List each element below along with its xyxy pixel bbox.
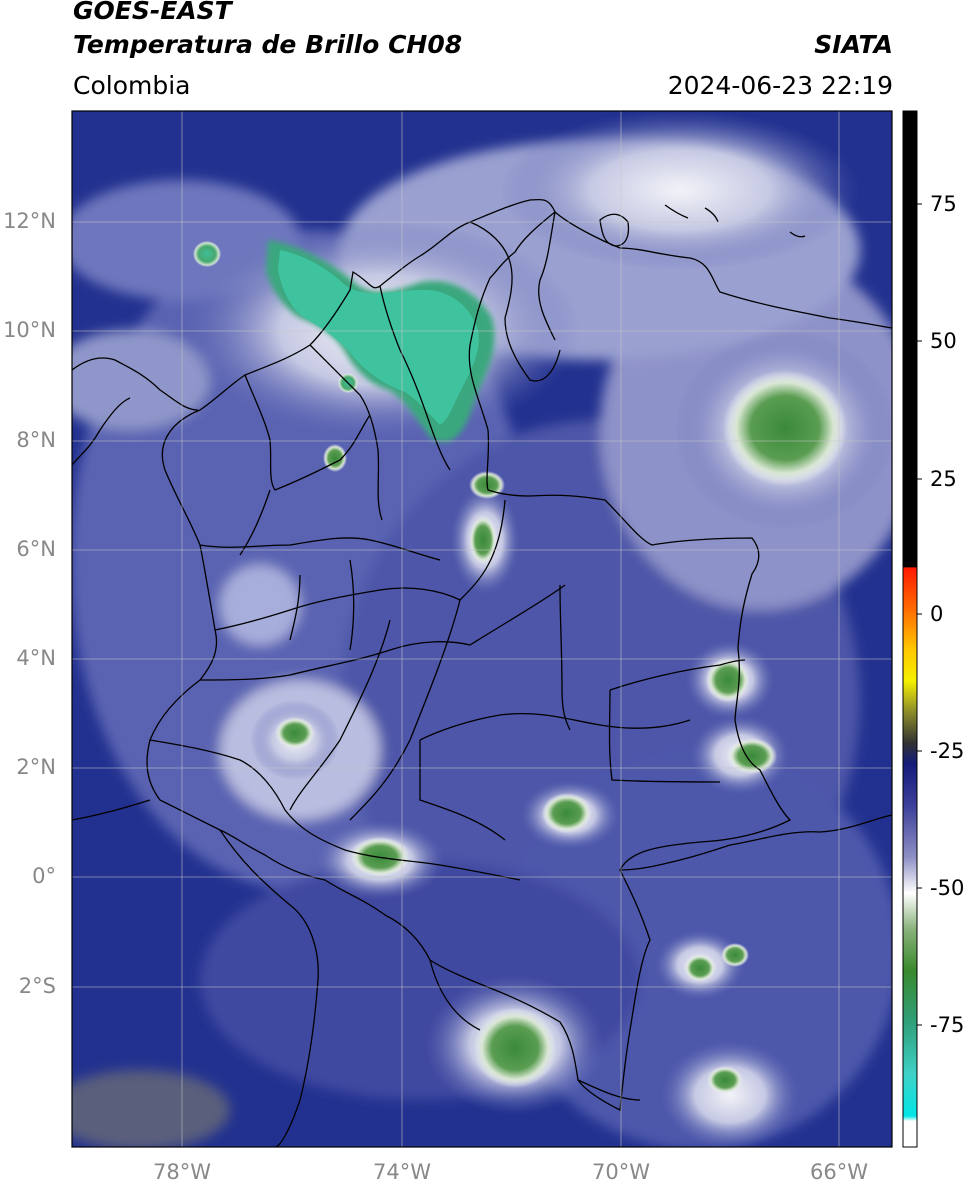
- agency-label: SIATA: [814, 30, 893, 59]
- lat-label-12n: 12°N: [3, 209, 56, 233]
- lon-label-74w: 74°W: [373, 1160, 431, 1184]
- colorbar-label-50: 50: [930, 329, 957, 353]
- lat-label-0: 0°: [32, 864, 56, 888]
- lat-label-4n: 4°N: [16, 646, 56, 670]
- region-label: Colombia: [73, 71, 191, 100]
- colorbar-label-25: 25: [930, 467, 957, 491]
- colorbar: [902, 110, 918, 1148]
- graticule: [72, 111, 892, 1147]
- satellite-title: GOES-EAST: [73, 0, 232, 25]
- lat-label-8n: 8°N: [16, 428, 56, 452]
- datetime-label: 2024-06-23 22:19: [667, 71, 893, 100]
- lat-label-10n: 10°N: [3, 318, 56, 342]
- political-borders: [72, 198, 892, 1147]
- colorbar-label-75: 75: [930, 192, 957, 216]
- colorbar-label-0: 0: [930, 602, 944, 626]
- colorbar-label-minus50: -50: [930, 876, 965, 900]
- product-title: Temperatura de Brillo CH08: [73, 30, 463, 59]
- lat-label-2n: 2°N: [16, 755, 56, 779]
- lon-label-66w: 66°W: [810, 1160, 868, 1184]
- lat-label-6n: 6°N: [16, 537, 56, 561]
- satellite-imagery: [72, 111, 892, 1147]
- map-frame: [71, 110, 893, 1148]
- lon-label-70w: 70°W: [592, 1160, 650, 1184]
- colorbar-ticks: [917, 203, 922, 1026]
- colorbar-label-minus75: -75: [930, 1013, 965, 1037]
- lon-label-78w: 78°W: [153, 1160, 211, 1184]
- colorbar-label-minus25: -25: [930, 739, 965, 763]
- lat-label-2s: 2°S: [18, 974, 56, 998]
